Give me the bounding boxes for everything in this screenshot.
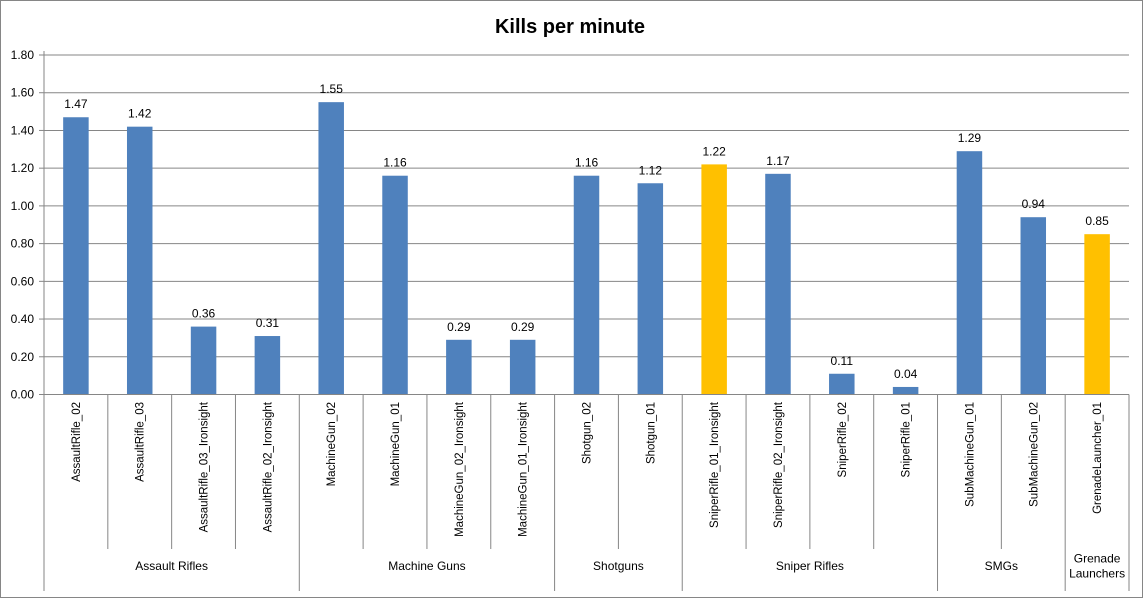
x-group-label: Grenade xyxy=(1074,552,1121,566)
y-tick-label: 0.60 xyxy=(11,274,35,288)
bar xyxy=(701,164,727,395)
bar xyxy=(509,339,536,395)
x-tick-label: SubMachineGun_01 xyxy=(964,402,976,507)
data-label: 0.29 xyxy=(511,320,535,334)
bar xyxy=(1020,217,1047,395)
bar xyxy=(765,173,791,395)
bar xyxy=(446,339,472,395)
x-group-label: SMGs xyxy=(985,559,1018,573)
x-tick-label: GrenadeLauncher_01 xyxy=(1092,402,1104,514)
axes xyxy=(43,51,1130,591)
x-group-label: Sniper Rifles xyxy=(776,559,844,573)
data-label: 1.16 xyxy=(383,156,407,170)
x-group-label: Shotguns xyxy=(593,559,644,573)
data-label: 1.29 xyxy=(958,131,982,145)
bars xyxy=(63,102,1110,395)
bar xyxy=(126,126,153,395)
data-label: 1.12 xyxy=(639,163,663,177)
data-label: 0.85 xyxy=(1085,214,1109,228)
x-tick-label: MachineGun_02_Ironsight xyxy=(454,401,466,537)
chart-title: Kills per minute xyxy=(495,16,645,38)
bar xyxy=(190,326,217,395)
bar xyxy=(829,373,855,395)
data-label: 1.42 xyxy=(128,107,152,121)
x-tick-label: Shotgun_02 xyxy=(582,402,594,464)
y-tick-label: 0.20 xyxy=(11,350,35,364)
x-tick-label: AssaultRifle_03 xyxy=(135,402,147,482)
data-label: 1.55 xyxy=(320,82,344,96)
data-label: 1.17 xyxy=(766,154,790,168)
bar xyxy=(318,102,344,395)
data-label: 1.16 xyxy=(575,156,599,170)
bar xyxy=(1084,234,1110,395)
x-group-label: Assault Rifles xyxy=(135,559,208,573)
y-tick-label: 1.40 xyxy=(11,123,35,137)
y-tick-label: 1.80 xyxy=(11,48,35,62)
bar xyxy=(63,117,89,395)
y-tick-label: 0.00 xyxy=(11,388,35,402)
bar xyxy=(254,336,281,395)
x-tick-label: MachineGun_01 xyxy=(390,402,402,486)
x-group-label: Machine Guns xyxy=(388,559,465,573)
data-label: 1.47 xyxy=(64,97,88,111)
x-group-label: Launchers xyxy=(1069,567,1125,581)
y-axis-tick-labels: 0.00 0.20 0.40 0.60 0.80 1.00 1.20 1.40 1.60 1.80 xyxy=(11,48,35,402)
y-tick-label: 1.60 xyxy=(11,86,35,100)
x-tick-label: SniperRifle_02 xyxy=(837,402,849,477)
bar xyxy=(892,386,919,395)
data-label: 0.36 xyxy=(192,307,216,321)
data-label: 0.11 xyxy=(831,354,854,368)
x-axis-category-labels: AssaultRifle_02 AssaultRifle_03 AssaultRif… xyxy=(71,401,1104,537)
y-tick-label: 0.40 xyxy=(11,312,35,326)
data-label: 0.29 xyxy=(447,320,471,334)
x-tick-label: MachineGun_02 xyxy=(326,402,338,486)
x-tick-label: AssaultRifle_03_Ironsight xyxy=(199,401,211,532)
data-label: 1.22 xyxy=(702,144,726,158)
bar xyxy=(573,175,600,395)
x-tick-label: AssaultRifle_02 xyxy=(71,402,83,482)
x-tick-label: MachineGun_01_Ironsight xyxy=(518,401,530,537)
x-tick-label: Shotgun_01 xyxy=(645,402,657,464)
bar xyxy=(382,175,408,395)
x-tick-label: SniperRifle_01 xyxy=(901,402,913,477)
x-tick-label: SubMachineGun_02 xyxy=(1028,402,1040,507)
data-label: 0.94 xyxy=(1022,197,1046,211)
data-label: 0.04 xyxy=(894,367,918,381)
y-tick-label: 0.80 xyxy=(11,237,35,251)
bar xyxy=(637,183,664,395)
x-axis-group-labels: Assault Rifles Machine Guns Shotguns Sniper… xyxy=(135,552,1125,581)
x-tick-label: SniperRifle_02_Ironsight xyxy=(773,401,785,528)
y-tick-label: 1.20 xyxy=(11,161,35,175)
y-tick-label: 1.00 xyxy=(11,199,35,213)
x-tick-label: AssaultRifle_02_Ironsight xyxy=(262,401,274,532)
bar xyxy=(956,151,983,395)
x-tick-label: SniperRifle_01_Ironsight xyxy=(709,401,721,528)
data-label: 0.31 xyxy=(256,316,280,330)
data-labels: 1.47 1.42 0.36 0.31 1.55 1.16 0.29 0.29 1.16 1.12… xyxy=(64,82,1109,381)
